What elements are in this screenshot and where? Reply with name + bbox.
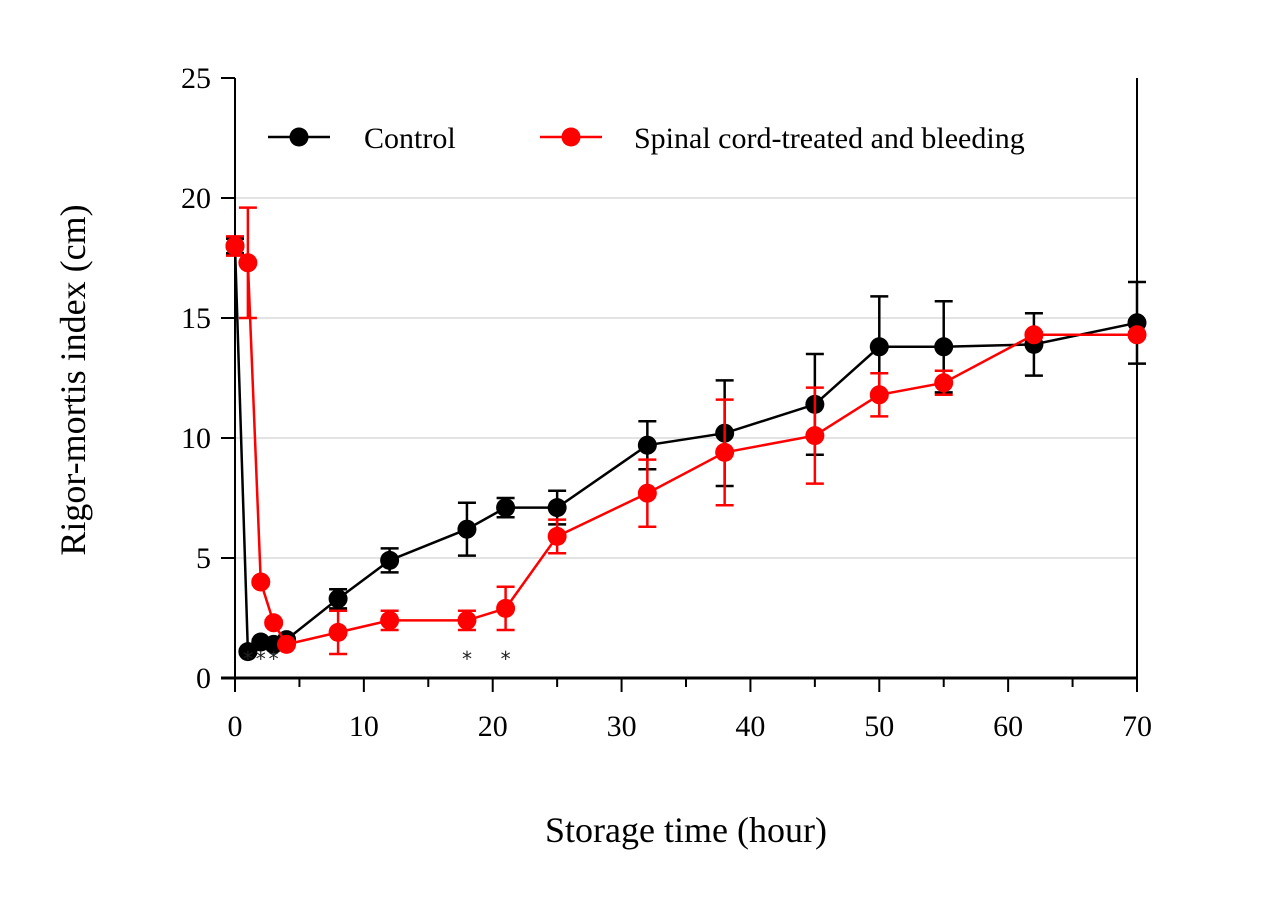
gridlines [235,197,1137,559]
data-point [277,634,297,654]
data-point [328,622,348,642]
x-tick-label: 50 [864,710,894,743]
y-tick-label: 0 [196,662,211,695]
significance-star: * [243,647,253,671]
series-line [234,245,1137,646]
data-point [238,253,258,273]
x-tick-label: 70 [1122,710,1152,743]
series-treated [225,206,1147,656]
data-point [715,442,735,462]
significance-star: * [256,647,266,671]
data-point [637,483,657,503]
data-point [264,613,284,633]
data-point [380,610,400,630]
x-tick-label: 40 [735,710,765,743]
data-point [328,589,348,609]
axes: 0 5 10 15 20 25 0 10 20 30 40 50 60 70 [181,62,1152,743]
data-point [380,550,400,570]
x-tick-label: 0 [228,710,243,743]
y-tick-label: 10 [181,422,211,455]
data-point [805,426,825,446]
x-tick-label: 60 [993,710,1023,743]
data-point [1024,325,1044,345]
x-tick-label: 30 [607,710,637,743]
data-point [869,385,889,405]
significance-star: * [269,647,279,671]
data-point [934,337,954,357]
legend-label: Spinal cord-treated and bleeding [634,122,1025,155]
data-point [934,373,954,393]
series-line [233,245,1138,655]
data-point [869,337,889,357]
series-control [225,236,1147,662]
legend-marker [289,127,309,147]
x-tick-label: 20 [478,710,508,743]
data-point [457,610,477,630]
data-point [496,598,516,618]
data-point [637,435,657,455]
series-layer [225,206,1147,662]
y-tick-label: 5 [196,542,211,575]
y-tick-label: 20 [181,182,211,215]
legend: Control Spinal cord-treated and bleeding [268,122,1025,155]
data-point [1127,325,1147,345]
legend-item: Spinal cord-treated and bleeding [540,122,1025,155]
x-axis-title: Storage time (hour) [545,810,827,850]
legend-item: Control [268,122,456,155]
y-tick-label: 25 [181,62,211,95]
y-axis-title: Rigor-mortis index (cm) [53,204,93,555]
legend-label: Control [364,122,456,155]
data-point [251,572,271,592]
data-point [225,236,245,256]
significance-star: * [462,647,472,671]
data-point [547,526,567,546]
data-point [547,498,567,518]
significance-star: * [501,647,511,671]
x-tick-label: 10 [349,710,379,743]
legend-marker [561,127,581,147]
data-point [457,519,477,539]
annotations: * * * * * [243,647,511,671]
data-point [496,498,516,518]
y-tick-label: 15 [181,302,211,335]
